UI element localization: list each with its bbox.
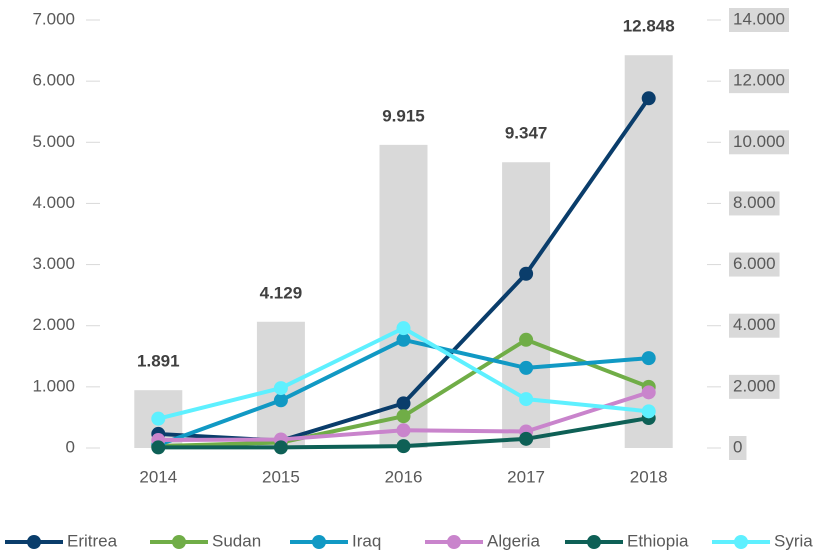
y2-tick-label: 12.000	[733, 71, 785, 90]
marker	[151, 440, 166, 455]
y2-tick-label: 10.000	[733, 132, 785, 151]
marker	[519, 360, 534, 375]
marker	[641, 351, 656, 366]
y2-label-bg	[729, 436, 747, 460]
marker	[396, 409, 411, 424]
marker	[641, 385, 656, 400]
legend-marker	[312, 535, 326, 549]
legend-marker	[447, 535, 461, 549]
legend-label: Syria	[774, 531, 813, 550]
y-tick-label: 7.000	[32, 9, 75, 28]
legend-marker	[587, 535, 601, 549]
bar-value-label: 1.891	[137, 352, 180, 371]
y-tick-label: 5.000	[32, 132, 75, 151]
marker	[396, 423, 411, 438]
legend-label: Sudan	[212, 531, 261, 550]
marker	[641, 91, 656, 106]
marker	[519, 266, 534, 281]
marker	[396, 396, 411, 411]
y2-label-bg	[729, 130, 789, 155]
y-tick-label: 0	[66, 437, 75, 456]
y2-tick-label: 14.000	[733, 9, 785, 28]
x-tick-label: 2016	[385, 467, 423, 486]
y-tick-label: 6.000	[32, 71, 75, 90]
marker	[273, 381, 288, 396]
marker	[151, 411, 166, 426]
legend-marker	[734, 535, 748, 549]
marker	[396, 321, 411, 336]
y2-label-bg	[729, 191, 780, 216]
y-tick-label: 1.000	[32, 376, 75, 395]
legend-label: Algeria	[487, 531, 540, 550]
marker	[273, 440, 288, 455]
y2-label-bg	[729, 374, 780, 399]
x-tick-label: 2014	[139, 467, 177, 486]
marker	[519, 332, 534, 347]
y2-tick-label: 8.000	[733, 193, 776, 212]
y2-label-bg	[729, 8, 789, 32]
y2-label-bg	[729, 69, 789, 94]
y2-tick-label: 4.000	[733, 315, 776, 334]
y-tick-label: 2.000	[32, 315, 75, 334]
legend-marker	[172, 535, 186, 549]
legend-marker	[27, 535, 41, 549]
y2-tick-label: 2.000	[733, 376, 776, 395]
marker	[273, 393, 288, 408]
x-tick-label: 2018	[630, 467, 668, 486]
y2-label-bg	[729, 252, 780, 277]
legend-label: Eritrea	[67, 531, 118, 550]
y-tick-label: 4.000	[32, 193, 75, 212]
bar-value-label: 12.848	[623, 17, 675, 36]
x-tick-label: 2015	[262, 467, 300, 486]
legend-label: Ethiopia	[627, 531, 689, 550]
marker	[519, 392, 534, 407]
bar-value-label: 9.915	[382, 106, 425, 125]
y2-tick-label: 0	[733, 437, 742, 456]
y-tick-label: 3.000	[32, 254, 75, 273]
bar-value-label: 4.129	[260, 283, 303, 302]
marker	[396, 439, 411, 454]
marker	[519, 431, 534, 446]
marker	[641, 404, 656, 419]
marker	[396, 332, 411, 347]
legend-label: Iraq	[352, 531, 381, 550]
x-tick-label: 2017	[507, 467, 545, 486]
y2-tick-label: 6.000	[733, 254, 776, 273]
y2-label-bg	[729, 313, 780, 338]
bar-value-label: 9.347	[505, 124, 548, 143]
